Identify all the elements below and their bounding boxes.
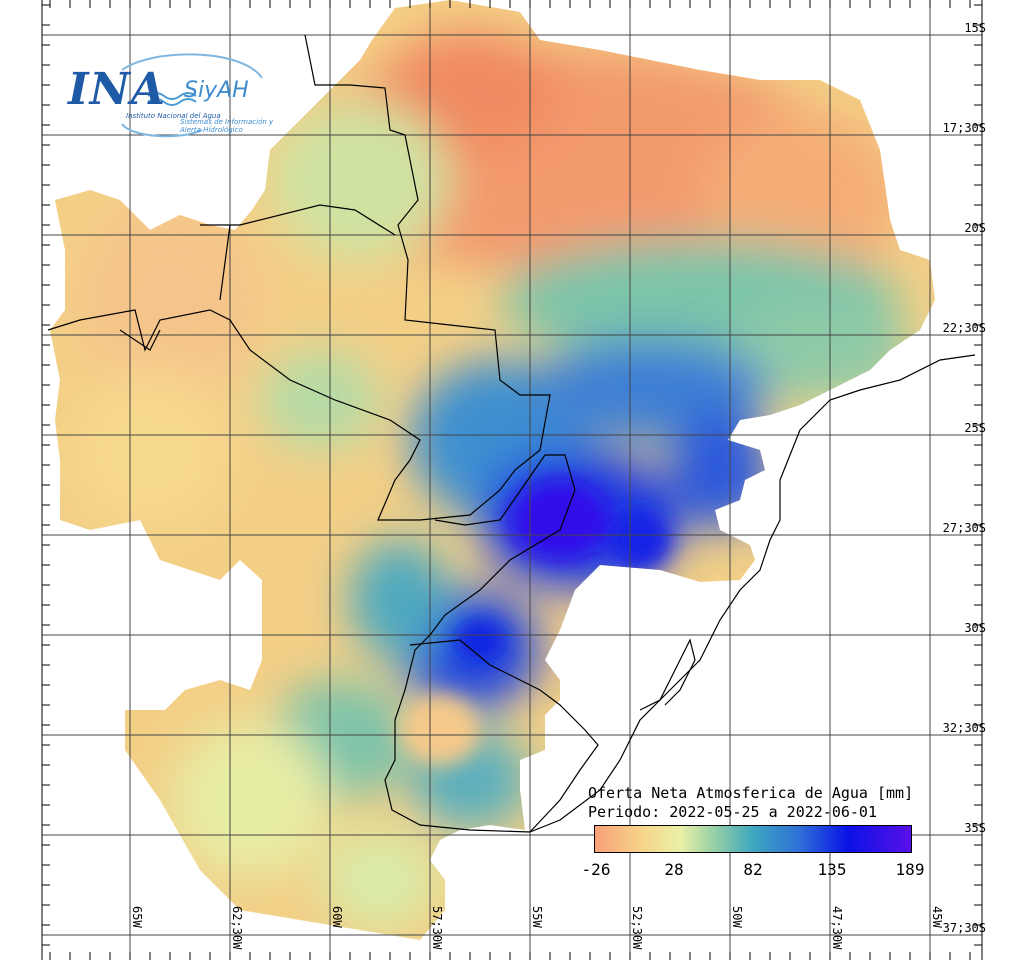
legend-title-block: Oferta Neta Atmosferica de Agua [mm] Per… [588,784,913,822]
longitude-label: 45W [930,906,944,928]
legend-tick-max: 189 [895,860,925,879]
longitude-label: 60W [330,906,344,928]
graticule [41,0,983,960]
legend-colorbar [594,825,912,853]
longitude-label: 62;30W [230,906,244,950]
legend-tick-2: 28 [664,860,684,879]
ina-siyah-logo: INA SiyAH Instituto Nacional del Agua Si… [62,48,273,148]
latitude-label: 20S [964,221,986,235]
latitude-label: 17;30S [942,121,986,135]
logo-siyah-text: SiyAH [184,78,249,103]
latitude-label: 22;30S [942,321,986,335]
latitude-label: 35S [964,821,986,835]
longitude-label: 55W [530,906,544,928]
latitude-label: 15S [964,21,986,35]
logo-system-text: Sistemas de Información y Alerta Hidroló… [180,118,274,134]
longitude-label: 57;30W [430,906,444,950]
legend-title: Oferta Neta Atmosferica de Agua [mm] [588,784,914,802]
longitude-label: 47;30W [830,906,844,950]
logo-institute-text: Instituto Nacional del Agua [126,112,221,120]
latitude-label: 32;30S [942,721,986,735]
legend-tick-4: 135 [817,860,847,879]
latitude-label: 30S [964,621,986,635]
latitude-label: 37;30S [942,921,986,935]
political-borders [47,34,976,833]
longitude-label: 52;30W [630,906,644,950]
legend-tick-min: -26 [581,860,611,879]
latitude-label: 27;30S [942,521,986,535]
longitude-label: 65W [130,906,144,928]
logo-swoosh [121,53,263,138]
latitude-label: 25S [964,421,986,435]
legend-tick-3: 82 [743,860,763,879]
logo-ina-text: INA [68,64,166,115]
legend-period: Periodo: 2022-05-25 a 2022-06-01 [588,803,877,821]
longitude-label: 50W [730,906,744,928]
